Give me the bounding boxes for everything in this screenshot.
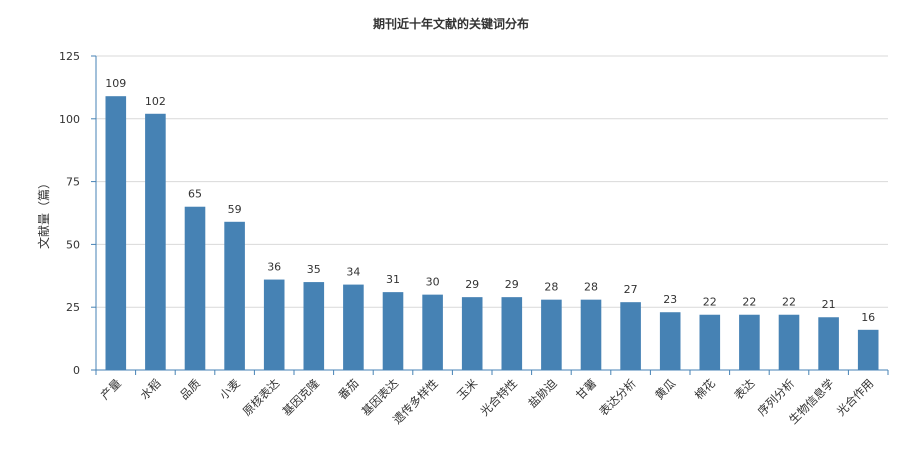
bar (818, 317, 839, 370)
x-tick-label: 黄瓜 (652, 376, 679, 403)
bar (184, 206, 206, 370)
data-label: 34 (346, 266, 360, 279)
y-tick-label: 125 (59, 50, 80, 63)
data-label: 28 (584, 281, 598, 294)
data-label: 27 (624, 283, 638, 296)
data-label: 29 (465, 278, 479, 291)
bar (303, 282, 325, 370)
bar (541, 299, 562, 370)
data-label: 31 (386, 273, 400, 286)
x-tick-label: 原核表达 (240, 376, 283, 419)
x-tick-label: 棉花 (692, 376, 719, 403)
data-labels: 109 102 65 59 36 35 34 31 30 29 29 28 28 27 23 22 22 22 21… (105, 77, 875, 324)
bar (659, 312, 681, 370)
bar (739, 314, 760, 370)
x-tick-label: 光合特性 (477, 376, 519, 418)
x-tick-label: 产量 (98, 376, 124, 402)
bar (422, 294, 443, 370)
x-tick-label: 水稻 (137, 376, 163, 402)
data-label: 109 (105, 77, 126, 90)
y-tick-labels: 0 25 50 75 100 125 (59, 50, 80, 377)
bar (263, 279, 285, 370)
x-tick-label: 小麦 (217, 376, 244, 403)
bar (620, 302, 641, 370)
data-label: 22 (782, 296, 796, 309)
axes (91, 55, 889, 375)
bar (857, 329, 879, 370)
bar (699, 314, 721, 370)
data-label: 65 (188, 188, 202, 201)
x-tick-label: 光合作用 (834, 376, 876, 418)
y-tick-label: 50 (66, 238, 80, 251)
x-tick-label: 玉米 (454, 376, 481, 403)
data-label: 22 (703, 296, 717, 309)
bar (343, 284, 364, 370)
chart-title: 期刊近十年文献的关键词分布 (373, 16, 529, 31)
bars (105, 96, 879, 370)
y-axis-label: 文献量（篇） (36, 177, 51, 249)
y-tick-label: 75 (66, 176, 80, 189)
bar (461, 297, 483, 370)
x-tick-label: 基因克隆 (279, 376, 322, 419)
x-tick-label: 品质 (177, 376, 203, 402)
data-label: 28 (544, 281, 558, 294)
bar (501, 297, 523, 370)
data-label: 35 (307, 263, 321, 276)
data-label: 16 (861, 311, 875, 324)
y-tick-label: 0 (73, 364, 80, 377)
x-tick-label: 甘薯 (573, 376, 599, 402)
bar (224, 221, 245, 370)
data-label: 59 (228, 203, 242, 216)
x-tick-label: 表达分析 (596, 376, 638, 418)
bar (382, 292, 404, 370)
data-label: 29 (505, 278, 519, 291)
bar (105, 96, 127, 370)
data-label: 102 (145, 95, 166, 108)
data-label: 30 (426, 276, 440, 289)
y-tick-label: 25 (66, 301, 80, 314)
data-label: 36 (267, 261, 281, 274)
bar (580, 299, 602, 370)
data-label: 22 (742, 296, 756, 309)
x-tick-label: 表达 (731, 376, 758, 403)
y-tick-label: 100 (59, 113, 80, 126)
data-label: 21 (822, 298, 836, 311)
grid-lines (96, 55, 888, 308)
x-tick-label: 番茄 (335, 376, 361, 402)
bar (145, 113, 166, 370)
data-label: 23 (663, 293, 677, 306)
x-tick-label: 盐胁迫 (525, 376, 560, 411)
bar (778, 314, 800, 370)
